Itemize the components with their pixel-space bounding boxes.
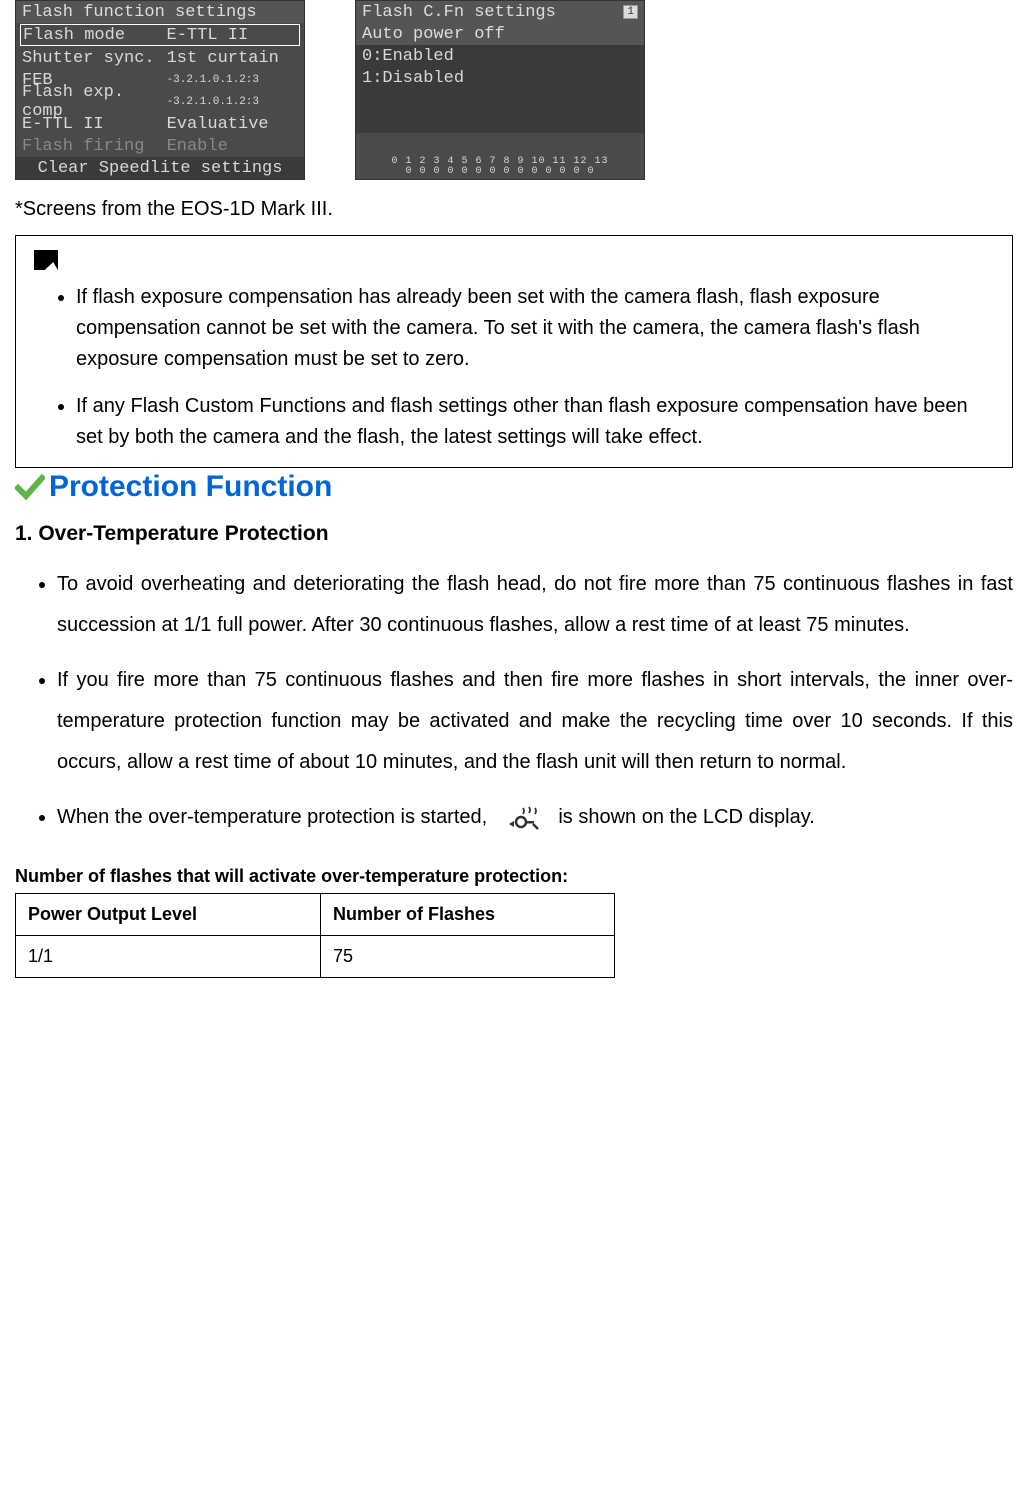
section-header: Protection Function (15, 470, 1013, 504)
bullet-icon-pre: When the over-temperature protection is … (57, 806, 487, 828)
bullet-icon-post: is shown on the LCD display. (558, 806, 814, 828)
lcd-right-footer2: 0 0 0 0 0 0 0 0 0 0 0 0 0 0 (405, 167, 594, 177)
lcd-left-footer: Clear Speedlite settings (38, 159, 283, 178)
section-title: Protection Function (49, 470, 332, 504)
screens-caption: *Screens from the EOS-1D Mark III. (15, 198, 1013, 221)
lcd-screen-right: Flash C.Fn settings 1 Auto power off 0:E… (355, 0, 645, 180)
note-item-0: If flash exposure compensation has alrea… (76, 282, 994, 375)
check-icon (15, 474, 45, 500)
over-temp-table: Power Output Level Number of Flashes 1/1… (15, 893, 615, 978)
lcd-left-title: Flash function settings (22, 3, 257, 22)
lcd-left-row1-label: Shutter sync. (22, 49, 167, 68)
table-caption: Number of flashes that will activate ove… (15, 866, 1013, 887)
lcd-left-row0-value: E-TTL II (167, 26, 297, 45)
overheat-icon (503, 804, 543, 832)
table-cell-0-0: 1/1 (16, 936, 321, 978)
lcd-right-title: Flash C.Fn settings (362, 3, 556, 22)
lcd-left-row1-value: 1st curtain (167, 49, 298, 68)
body-bullet-icon: When the over-temperature protection is … (57, 797, 1013, 838)
lcd-left-row2-value: -3.2.1.0.1.2:3 (167, 74, 298, 86)
table-row: 1/1 75 (16, 936, 615, 978)
body-bullet-0: To avoid overheating and deteriorating t… (57, 564, 1013, 646)
body-bullet-1: If you fire more than 75 continuous flas… (57, 660, 1013, 783)
table-col-1: Number of Flashes (320, 894, 614, 936)
lcd-left-row3-value: -3.2.1.0.1.2:3 (167, 96, 298, 108)
note-item-1: If any Flash Custom Functions and flash … (76, 391, 994, 453)
table-cell-0-1: 75 (320, 936, 614, 978)
lcd-right-subtitle: Auto power off (362, 25, 505, 44)
lcd-screen-left: Flash function settings Flash mode E-TTL… (15, 0, 305, 180)
note-flag-icon (34, 250, 58, 270)
section-subhead: 1. Over-Temperature Protection (15, 522, 1013, 546)
lcd-left-row5-label: Flash firing (22, 137, 167, 156)
lcd-left-row0-label: Flash mode (23, 26, 167, 45)
lcd-right-row1: 1:Disabled (362, 69, 464, 88)
lcd-right-row0: 0:Enabled (362, 47, 454, 66)
table-header-row: Power Output Level Number of Flashes (16, 894, 615, 936)
lcd-left-row4-label: E-TTL II (22, 115, 167, 134)
note-box: If flash exposure compensation has alrea… (15, 235, 1013, 468)
table-col-0: Power Output Level (16, 894, 321, 936)
body-list: To avoid overheating and deteriorating t… (15, 564, 1013, 838)
lcd-right-badge: 1 (623, 5, 638, 19)
lcd-left-row5-value: Enable (167, 137, 298, 156)
lcd-left-row4-value: Evaluative (167, 115, 298, 134)
lcd-screens-row: Flash function settings Flash mode E-TTL… (15, 0, 1013, 180)
